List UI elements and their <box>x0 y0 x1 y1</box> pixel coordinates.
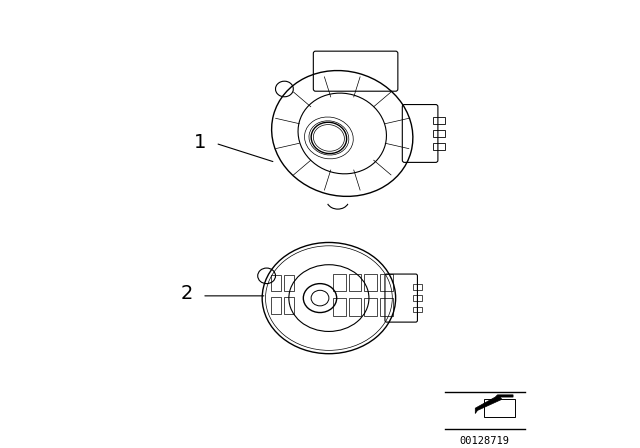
Bar <box>284 275 294 291</box>
Bar <box>271 297 281 314</box>
Bar <box>433 130 445 137</box>
Bar <box>349 298 362 316</box>
Bar <box>413 284 422 290</box>
Bar <box>365 298 377 316</box>
Bar <box>413 295 422 301</box>
Bar <box>380 274 392 291</box>
Bar <box>333 298 346 316</box>
Bar <box>413 306 422 312</box>
Bar <box>333 274 346 291</box>
Bar <box>433 116 445 124</box>
Text: 00128719: 00128719 <box>460 436 509 446</box>
Bar <box>349 274 362 291</box>
Bar <box>365 274 377 291</box>
Text: 1: 1 <box>194 133 206 152</box>
Bar <box>433 143 445 151</box>
Polygon shape <box>476 395 513 414</box>
Text: 2: 2 <box>180 284 193 303</box>
Bar <box>271 275 281 291</box>
Bar <box>380 298 392 316</box>
Bar <box>284 297 294 314</box>
